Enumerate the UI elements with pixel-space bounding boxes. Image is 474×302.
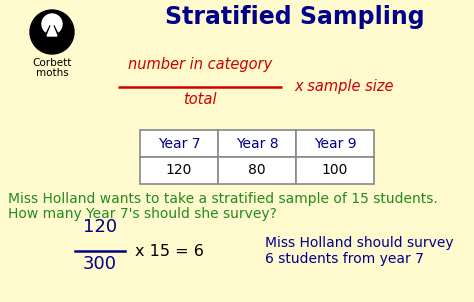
- Bar: [218, 157, 296, 184]
- Text: Stratified Sampling: Stratified Sampling: [165, 5, 425, 29]
- Text: number in category: number in category: [128, 57, 272, 72]
- Circle shape: [47, 15, 57, 25]
- Text: Miss Holland wants to take a stratified sample of 15 students.: Miss Holland wants to take a stratified …: [8, 192, 438, 206]
- Text: How many Year 7's should she survey?: How many Year 7's should she survey?: [8, 207, 277, 221]
- Text: 120: 120: [166, 163, 192, 178]
- Text: Year 9: Year 9: [314, 137, 356, 150]
- Circle shape: [30, 10, 74, 54]
- Polygon shape: [47, 24, 57, 36]
- Polygon shape: [44, 22, 60, 38]
- Text: total: total: [183, 92, 217, 107]
- Text: 120: 120: [83, 218, 117, 236]
- Bar: [296, 157, 374, 184]
- Text: x sample size: x sample size: [294, 79, 393, 95]
- Text: 100: 100: [322, 163, 348, 178]
- Text: Year 8: Year 8: [236, 137, 278, 150]
- Bar: [218, 130, 296, 157]
- Text: 300: 300: [83, 255, 117, 273]
- Bar: [296, 130, 374, 157]
- Text: Year 7: Year 7: [158, 137, 200, 150]
- Text: mοths: mοths: [36, 68, 68, 78]
- Text: Miss Holland should survey: Miss Holland should survey: [265, 236, 454, 250]
- Text: 80: 80: [248, 163, 266, 178]
- Bar: [140, 157, 218, 184]
- Text: Corbett: Corbett: [32, 58, 72, 68]
- Circle shape: [42, 14, 62, 34]
- Bar: [140, 130, 218, 157]
- Text: 6 students from year 7: 6 students from year 7: [265, 252, 424, 266]
- Text: x 15 = 6: x 15 = 6: [135, 243, 204, 259]
